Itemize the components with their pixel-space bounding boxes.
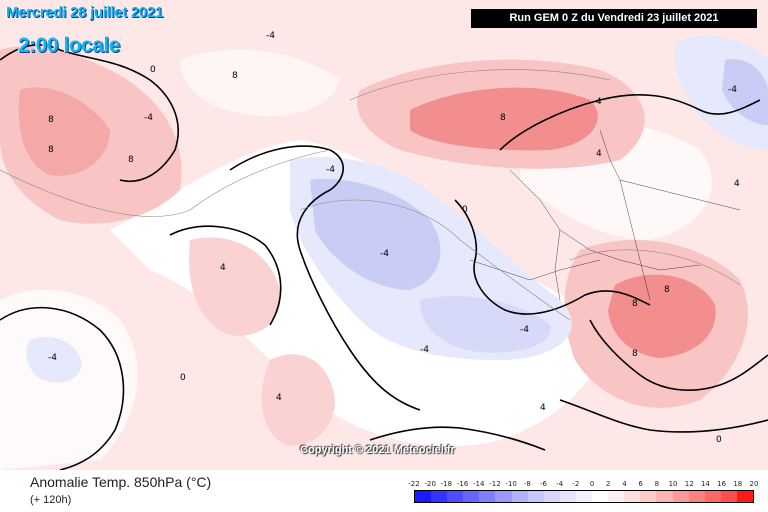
lead-time: (+ 120h) [30, 494, 72, 506]
legend-tick-label: 18 [733, 480, 743, 488]
isotherm-label: -4 [728, 85, 737, 95]
legend-tick-label: -8 [523, 480, 531, 488]
legend-tick-label: 0 [589, 480, 595, 488]
legend-swatch [431, 491, 448, 502]
isotherm-label: -4 [380, 249, 389, 259]
legend-tick-label: -20 [424, 480, 436, 488]
legend-tick-label: -22 [408, 480, 420, 488]
isotherm-label-group: 0 8 8 8 -4 8 -4 8 4 -4 -4 0 -4 -4 8 8 8 … [48, 31, 740, 445]
isotherm-label: -4 [420, 345, 429, 355]
legend-swatch [543, 491, 560, 502]
coastlines [0, 44, 768, 470]
legend-tick-label: -6 [540, 480, 547, 488]
legend-tick-label: -16 [456, 480, 469, 488]
legend-swatch [415, 491, 432, 502]
legend-tick-label: -18 [440, 480, 453, 488]
isotherm-label: -4 [48, 353, 57, 363]
legend-tick-label: -14 [473, 480, 485, 488]
color-legend [414, 490, 754, 503]
isotherm-label: 8 [48, 145, 54, 155]
isotherm-label: 4 [540, 403, 546, 413]
isotherm-label: 8 [500, 113, 506, 123]
isotherm-label: 4 [596, 97, 602, 107]
legend-tick-label: 10 [668, 480, 678, 488]
copyright: Copyright © 2021 Meteociel.fr [300, 444, 455, 456]
legend-tick-label: 8 [654, 480, 660, 488]
isotherm-label: 8 [48, 115, 54, 125]
isotherm-label: 8 [632, 349, 638, 359]
model-run-label: Run GEM 0 Z du Vendredi 23 juillet 2021 [471, 9, 757, 28]
country-borders [469, 129, 741, 301]
isotherm-label: 8 [232, 71, 238, 81]
isotherm-label: -4 [144, 113, 153, 123]
legend-swatch [527, 491, 544, 502]
isotherm-label: 4 [276, 393, 282, 403]
legend-tick-label: -10 [505, 480, 517, 488]
legend-swatch [656, 491, 673, 502]
legend-swatch [511, 491, 528, 502]
legend-tick-label: -4 [556, 480, 564, 488]
legend-tick-label: 16 [717, 480, 727, 488]
isotherm-label: -4 [520, 325, 529, 335]
cold-anomalies [26, 36, 768, 383]
legend-tick-label: 14 [700, 480, 710, 488]
legend-swatch [447, 491, 464, 502]
legend-swatch [640, 491, 657, 502]
legend-swatch [704, 491, 721, 502]
isotherm-label: -4 [266, 31, 275, 41]
legend-tick-label: 6 [638, 480, 643, 488]
legend-tick-label: -12 [489, 480, 501, 488]
legend-swatch [479, 491, 496, 502]
legend-swatch [720, 491, 737, 502]
isotherm-label: -4 [326, 165, 335, 175]
legend-swatch [688, 491, 705, 502]
isotherm-label: 4 [734, 179, 740, 189]
legend-swatch [495, 491, 512, 502]
warm-anomalies [0, 46, 748, 446]
isotherm-label: 8 [128, 155, 134, 165]
legend-swatch [575, 491, 593, 502]
isotherm-label: 0 [462, 205, 468, 215]
isotherm-contours [0, 69, 741, 321]
isotherm-label: 8 [632, 299, 638, 309]
legend-tick-label: 20 [749, 480, 759, 488]
legend-swatch [624, 491, 641, 502]
isotherm-label: 4 [220, 263, 226, 273]
isotherm-label: 0 [180, 373, 186, 383]
isotherm-label: 0 [716, 435, 722, 445]
isotherm-label: 4 [596, 149, 602, 159]
anomaly-map: 0 8 8 8 -4 8 -4 8 4 -4 -4 0 -4 -4 8 8 8 … [0, 0, 768, 470]
legend-swatch [608, 491, 625, 502]
legend-tick-label: 12 [684, 480, 694, 488]
isotherm-label: 8 [664, 285, 670, 295]
legend-swatch [592, 491, 609, 502]
legend-swatch [463, 491, 480, 502]
legend-labels: -22 -20 -18 -16 -14 -12 -10 -8 -6 -4 -2 0 2 4 6 8 10 12 14… [408, 480, 758, 490]
legend-swatch [736, 491, 753, 502]
legend-swatch [559, 491, 576, 502]
legend-tick-label: 4 [622, 480, 627, 488]
legend-tick-label: 2 [606, 480, 611, 488]
isotherm-label: 0 [150, 65, 156, 75]
forecast-time: 2:00 locale [18, 34, 120, 57]
forecast-date: Mercredi 28 juillet 2021 [6, 4, 164, 21]
legend-tick-label: -2 [572, 480, 580, 488]
product-title: Anomalie Temp. 850hPa (°C) [30, 474, 212, 490]
legend-swatch [672, 491, 689, 502]
